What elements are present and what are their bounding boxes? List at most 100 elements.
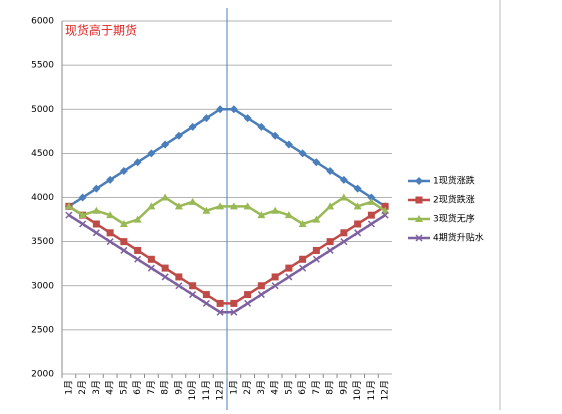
- marker: [216, 105, 225, 114]
- legend-label: 1现货涨跌: [433, 175, 475, 187]
- legend-label: 4期货升贴水: [433, 232, 484, 244]
- marker: [230, 299, 238, 307]
- marker: [202, 114, 211, 123]
- y-tick-label: 2000: [31, 370, 54, 380]
- marker: [78, 211, 87, 219]
- marker: [326, 246, 334, 254]
- marker: [299, 264, 307, 272]
- marker: [244, 291, 252, 299]
- marker: [353, 202, 362, 210]
- marker: [271, 131, 280, 140]
- x-tick-label: 8月: [325, 380, 336, 395]
- x-tick-label: 12月: [380, 380, 391, 400]
- y-tick-label: 6000: [31, 17, 54, 27]
- marker: [92, 220, 100, 228]
- x-tick-label: 11月: [201, 380, 212, 400]
- y-tick-label: 2500: [31, 325, 54, 335]
- marker: [174, 131, 183, 140]
- marker: [353, 184, 362, 193]
- x-tick-label: 5月: [283, 380, 294, 395]
- marker: [147, 149, 156, 158]
- marker: [161, 264, 169, 272]
- x-tick-label: 3月: [91, 380, 102, 395]
- marker: [175, 282, 183, 290]
- annotation: 现货高于期货: [65, 23, 137, 38]
- marker: [119, 167, 128, 176]
- x-tick-label: 6月: [132, 380, 143, 395]
- x-tick-label: 9月: [338, 380, 349, 395]
- x-tick-label: 10月: [187, 380, 198, 400]
- marker: [106, 175, 115, 184]
- marker: [119, 219, 128, 227]
- x-tick-label: 6月: [297, 380, 308, 395]
- marker: [189, 291, 197, 299]
- x-tick-label: 1月: [228, 380, 239, 395]
- marker: [92, 184, 101, 193]
- x-tick-label: 5月: [118, 380, 129, 395]
- marker: [326, 238, 334, 246]
- x-tick-label: 4月: [270, 380, 281, 395]
- marker: [133, 215, 142, 223]
- x-tick-label: 11月: [366, 380, 377, 400]
- marker: [188, 122, 197, 131]
- marker: [174, 202, 183, 210]
- marker: [367, 193, 376, 202]
- y-tick-label: 5000: [31, 105, 54, 115]
- marker: [381, 211, 389, 219]
- x-tick-label: 9月: [173, 380, 184, 395]
- x-tick-label: 2月: [242, 380, 253, 395]
- marker: [134, 255, 142, 263]
- marker: [271, 206, 280, 214]
- marker: [202, 291, 210, 299]
- marker: [367, 211, 375, 219]
- legend-label: 2现货跌涨: [433, 194, 475, 206]
- marker: [326, 202, 335, 210]
- marker: [381, 206, 390, 214]
- marker: [175, 273, 183, 281]
- marker: [161, 140, 170, 149]
- x-tick-label: 3月: [256, 380, 267, 395]
- marker: [133, 158, 142, 167]
- marker: [202, 206, 211, 214]
- marker: [339, 175, 348, 184]
- marker: [229, 105, 238, 114]
- marker: [189, 282, 197, 290]
- x-tick-label: 4月: [105, 380, 116, 395]
- marker: [354, 220, 362, 228]
- marker: [216, 299, 224, 307]
- marker: [147, 264, 155, 272]
- marker: [367, 220, 375, 228]
- marker: [339, 193, 348, 201]
- marker: [415, 196, 423, 204]
- series-line: [68, 196, 386, 226]
- marker: [92, 229, 100, 237]
- marker: [326, 167, 335, 176]
- marker: [230, 308, 238, 316]
- marker: [367, 197, 376, 205]
- y-tick-label: 5500: [31, 61, 54, 71]
- marker: [106, 229, 114, 237]
- marker: [92, 206, 101, 214]
- marker: [285, 264, 293, 272]
- marker: [243, 202, 252, 210]
- x-tick-label: 12月: [215, 380, 226, 400]
- x-tick-label: 1月: [63, 380, 74, 395]
- marker: [216, 308, 224, 316]
- marker: [271, 282, 279, 290]
- marker: [229, 202, 238, 210]
- marker: [299, 255, 307, 263]
- marker: [79, 220, 87, 228]
- marker: [415, 215, 423, 222]
- marker: [202, 299, 210, 307]
- marker: [161, 193, 170, 201]
- marker: [244, 299, 252, 307]
- marker: [285, 273, 293, 281]
- marker: [415, 234, 423, 242]
- marker: [147, 255, 155, 263]
- marker: [134, 246, 142, 254]
- marker: [243, 114, 252, 123]
- marker: [312, 246, 320, 254]
- marker: [312, 255, 320, 263]
